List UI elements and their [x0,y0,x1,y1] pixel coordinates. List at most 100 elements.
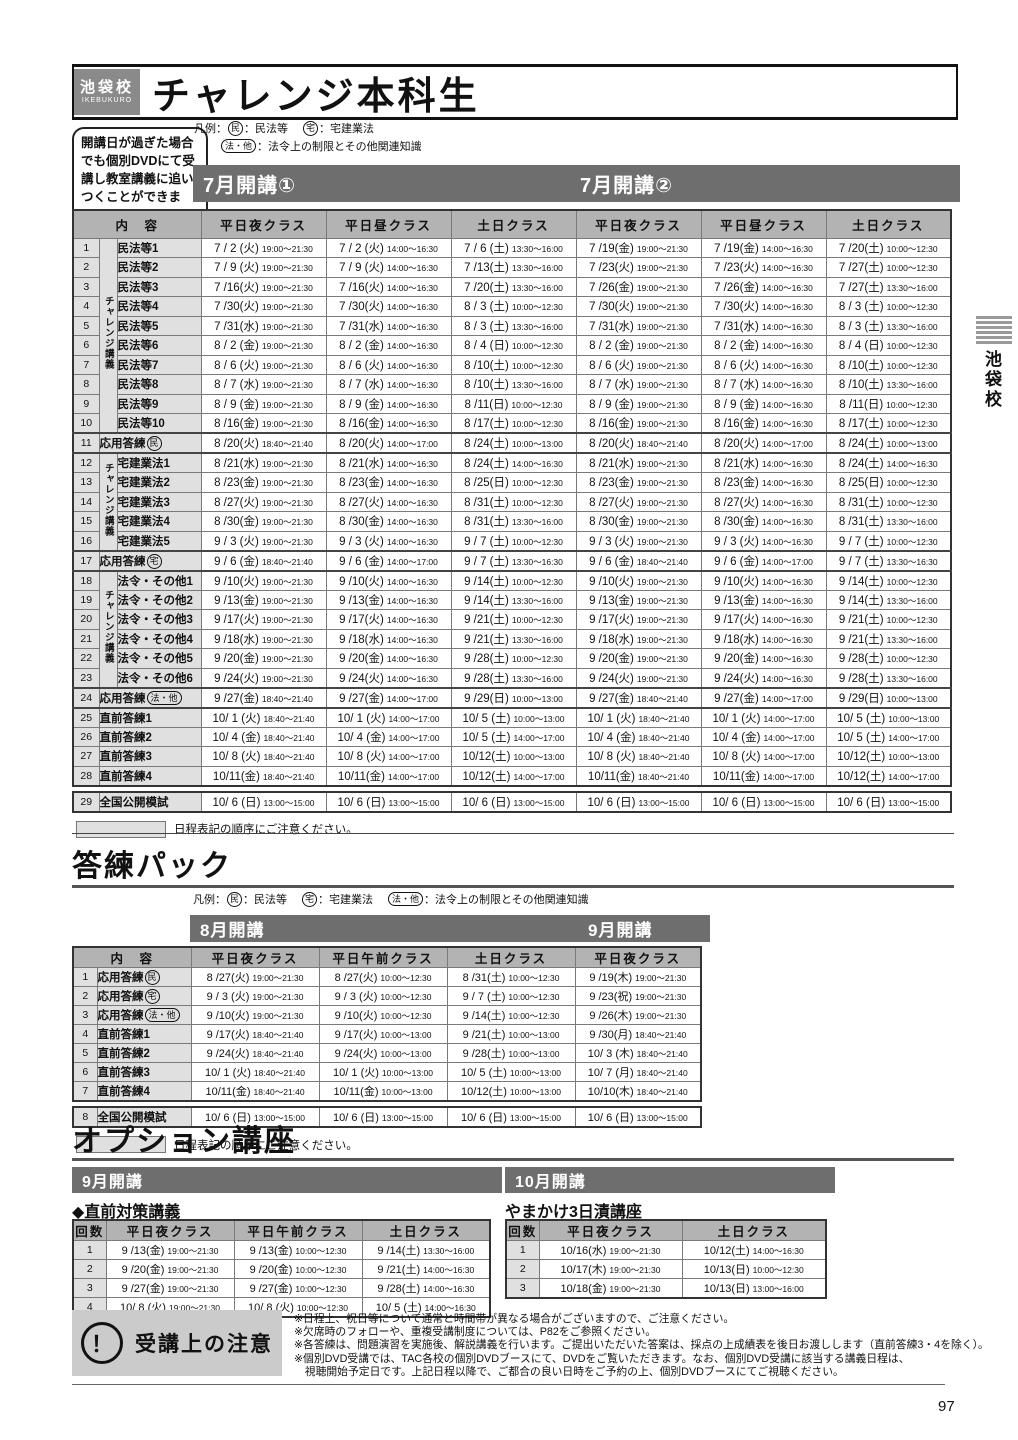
table-row: 28 直前答練4 10/11(金) 18:40～21:40 10/11(金) 14:00～… [72,765,952,786]
row-number: 8 [72,1106,98,1128]
notice-line: 視聴開始予定日です。上記日程以降で、ご都合の良い日時をご予約の上、個別DVDブー… [294,1365,844,1378]
row-number: 19 [72,589,100,610]
legend-text: ：民法等 [243,894,287,906]
column-header: 平日夜クラス [200,209,327,239]
table-row: 1 10/16(水) 19:00～21:30 10/12(土) 14:00～16:30 [505,1240,827,1260]
legend-touren: 凡例：民：民法等 宅：宅建業法 法・他 ：法令上の制限とその他関連知識 [193,892,589,910]
pill-mark: 法・他 [221,138,257,153]
row-number: 23 [72,667,100,688]
school-name: 池袋校 [79,79,134,97]
table-row: 8 民法等8 8 / 7 (水) 19:00～21:30 8 / 7 (水) 14:00～… [72,374,952,395]
table-row: 19 法令・その他2 9 /13(金) 19:00～21:30 9 /13(金) 14:0… [72,589,952,610]
legend-prefix: 凡例： [193,894,226,906]
row-label: 法令・その他6 [116,667,202,688]
table-row: 8 全国公開模試 10/ 6 (日) 13:00～15:00 10/ 6 (日) 13:0… [72,1106,702,1128]
column-header: 平日夜クラス [190,946,320,968]
row-number: 18 [72,569,100,591]
circle-mark: 民 [146,436,162,451]
row-number: 11 [72,432,100,454]
row-label: 直前答練2 [98,726,202,747]
pill-mark: 法・他 [388,892,424,906]
row-number: 1 [72,1240,107,1260]
table-row: 23 法令・その他6 9 /24(火) 19:00～21:30 9 /24(火) 14:0… [72,667,952,688]
touren-final-row-table: 8 全国公開模試 10/ 6 (日) 13:00～15:00 10/ 6 (日) 13:0… [72,1106,702,1128]
header-row: 内 容平日夜クラス 平日昼クラス 土日クラス 平日夜クラス 平日昼クラス 土日クラス [72,209,952,239]
row-label: 民法等5 [116,315,202,336]
table-row: 3 応用答練 法・他 9 /10(火) 19:00～21:30 9 /10(火) 10:00… [72,1005,702,1025]
section-bar-sep-option: 9月開講 [72,1167,502,1193]
dvd-note-box: 開講日が過ぎた場合でも個別DVDにて受講し教室講義に追いつくことができます。 [72,127,208,232]
row-label: 応用答練 法・他 [96,1005,192,1025]
row-number: 4 [72,296,100,317]
side-tab-label: 池袋校 [982,350,1001,410]
notice-line: ※日程上、祝日等について通常と時間帯が異なる場合がございますので、ご注意ください… [294,1313,735,1325]
pill-mark: 法・他 [144,1008,180,1022]
row-number: 25 [72,706,100,728]
schedule-note: 日程表記の順序にご注意ください。 [76,1136,702,1153]
header-row: 回数 平日夜クラス 平日午前クラス 土日クラス [72,1219,491,1241]
row-label: 応用答練民 [96,967,192,987]
schedule-note: 日程表記の順序にご注意ください。 [76,820,952,838]
page-number: 97 [938,1398,955,1415]
row-label: 民法等1 [116,237,202,258]
section-bar-july1: 7月開講① [193,165,570,202]
column-header: 平日午前クラス [233,1219,363,1241]
table-row: 3 10/18(金) 19:00～21:30 10/13(日) 13:00～16:00 [505,1278,827,1299]
option-schedule-table: 回数 平日夜クラス 土日クラス 1 10/16(水) 19:00～21:30 10/12(土… [505,1219,827,1299]
row-number: 3 [505,1278,540,1299]
header-row: 回数 平日夜クラス 土日クラス [505,1219,827,1241]
circle-mark: 民 [144,970,160,985]
column-header: 平日夜クラス [538,1219,683,1241]
row-label: 民法等4 [116,296,202,317]
row-number: 2 [505,1259,540,1279]
notice-left-panel: ！ 受講上の注意 [72,1310,282,1376]
row-label: 法令・その他3 [116,609,202,630]
table-row: 9 民法等9 8 / 9 (金) 19:00～21:30 8 / 9 (金) 14:00～… [72,393,952,414]
table-row: 6 直前答練3 10/ 1 (火) 18:40～21:40 10/ 1 (火) 10:00… [72,1062,702,1082]
note-swatch [76,1136,166,1153]
row-number: 17 [72,549,100,571]
table-row: 17 応用答練宅 9 / 6 (金) 18:40～21:40 9 / 6 (金) 14:0… [72,549,952,571]
row-number: 13 [72,472,100,493]
table-row: 13 宅建業法2 8 /23(金) 19:00～21:30 8 /23(金) 14:00～… [72,472,952,493]
table-row: 25 直前答練1 10/ 1 (火) 18:40～21:40 10/ 1 (火) 14:0… [72,706,952,728]
circle-mark: 宅 [303,121,318,136]
row-number: 29 [72,791,100,812]
section-bar-sep: 9月開講 [578,915,710,942]
option-title: オプション講座 [72,1125,296,1158]
row-number: 1 [72,967,98,987]
table-row: 21 法令・その他4 9 /18(水) 19:00～21:30 9 /18(水) 14:0… [72,628,952,649]
row-label: 民法等10 [116,413,202,434]
divider [72,833,954,834]
notice-lines: ※日程上、祝日等について通常と時間帯が異なる場合がございますので、ご注意ください… [282,1310,989,1378]
touren-schedule-table: 内 容平日夜クラス 平日午前クラス 土日クラス 平日夜クラス 1 応用答練民 8 /27(火… [72,946,702,1102]
column-header: 平日昼クラス [700,209,827,239]
section-bar-aug: 8月開講 [190,915,585,942]
row-number: 10 [72,413,100,434]
group-cell: チャレンジ講義 [98,569,118,688]
row-label: 宅建業法5 [116,530,202,551]
row-label: 宅建業法3 [116,491,202,512]
section-bar-july2: 7月開講② [570,165,960,202]
row-label: 民法等8 [116,374,202,395]
pill-mark: 法・他 [146,690,182,705]
row-number: 2 [72,986,98,1006]
table-row: 5 民法等5 7 /31(水) 19:00～21:30 7 /31(水) 14:00～16… [72,315,952,336]
row-label: 応用答練宅 [98,549,202,571]
table-row: 1 応用答練民 8 /27(火) 19:00～21:30 8 /27(火) 10:00～1… [72,967,702,987]
row-label: 民法等6 [116,335,202,356]
exclamation-icon: ！ [81,1322,123,1364]
option-schedule-table: 回数 平日夜クラス 平日午前クラス 土日クラス 1 9 /13(金) 19:00～21:30… [72,1219,491,1318]
row-number: 5 [72,1043,98,1063]
option-left-schedule: 回数 平日夜クラス 平日午前クラス 土日クラス 1 9 /13(金) 19:00～21:30… [72,1219,491,1318]
table-row: 2 民法等2 7 / 9 (火) 19:00～21:30 7 / 9 (火) 14:00～… [72,257,952,278]
row-label: 宅建業法2 [116,472,202,493]
option-right-subtitle: やまかけ3日漬講座 [505,1204,642,1221]
table-row: 16 宅建業法5 9 / 3 (火) 19:00～21:30 9 / 3 (火) 14:0… [72,530,952,551]
row-label: 宅建業法4 [116,511,202,532]
column-header: 平日夜クラス [575,209,702,239]
column-header: 土日クラス [681,1219,827,1241]
row-label: 直前答練1 [98,706,202,728]
